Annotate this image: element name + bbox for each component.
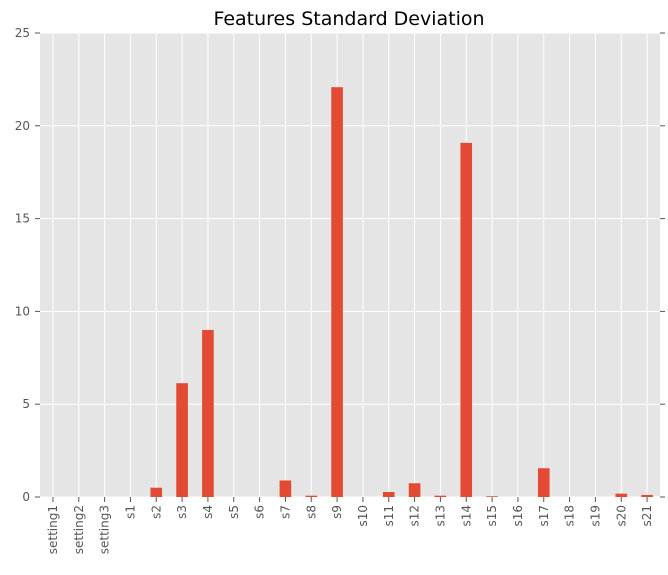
chart-title: Features Standard Deviation <box>213 8 484 30</box>
x-tick-label: s6 <box>253 505 267 519</box>
bar-s11 <box>382 491 395 497</box>
x-axis: setting1 setting2 setting3 s1 s2 s3 s4 s5 s6 s7 s8… <box>46 497 654 554</box>
y-tick-label: 5 <box>22 397 30 411</box>
x-tick-label: s20 <box>614 505 628 527</box>
bar-s9 <box>331 87 343 498</box>
bar-s4 <box>202 329 214 497</box>
x-tick-label: s11 <box>382 505 396 527</box>
bar-s13 <box>434 495 447 497</box>
y-tick-label: 0 <box>22 490 30 504</box>
x-tick-label: s1 <box>123 505 137 519</box>
x-tick-label: s2 <box>149 505 163 519</box>
y-tick-label: 15 <box>15 212 30 226</box>
x-tick-label: s17 <box>537 505 551 527</box>
x-tick-label: setting3 <box>98 505 112 554</box>
bar-s21 <box>641 494 653 497</box>
bar-s17 <box>537 468 550 497</box>
bar-s15 <box>486 496 498 497</box>
y-tick-label: 10 <box>15 304 30 318</box>
bar-s3 <box>176 383 188 497</box>
x-tick-label: s21 <box>640 505 654 527</box>
x-tick-label: s4 <box>201 505 215 519</box>
bars <box>47 87 653 498</box>
x-tick-label: s3 <box>175 505 189 519</box>
x-tick-label: s8 <box>304 505 318 519</box>
bar-s7 <box>279 480 292 497</box>
plot-area <box>40 33 660 497</box>
y-tick-label: 20 <box>15 119 30 133</box>
bar-s8 <box>305 495 318 497</box>
x-tick-label: s7 <box>278 505 292 519</box>
x-tick-label: s12 <box>408 505 422 527</box>
y-tick-label: 25 <box>15 26 30 40</box>
bar-s20 <box>615 493 628 497</box>
x-tick-label: s10 <box>356 505 370 527</box>
bar-s14 <box>460 142 473 498</box>
x-tick-label: s14 <box>459 505 473 527</box>
x-tick-label: s13 <box>433 505 447 527</box>
y-axis: 0 5 10 15 20 25 <box>15 26 665 504</box>
bar-s12 <box>408 483 421 497</box>
x-tick-label: setting2 <box>72 505 86 554</box>
x-tick-label: s18 <box>563 505 577 527</box>
x-tick-label: s9 <box>330 505 344 519</box>
x-tick-label: s15 <box>485 505 499 527</box>
x-tick-label: s19 <box>588 505 602 527</box>
bar-s2 <box>150 487 163 497</box>
x-tick-label: s5 <box>227 505 241 519</box>
x-tick-label: setting1 <box>46 505 60 554</box>
x-tick-label: s16 <box>511 505 525 527</box>
